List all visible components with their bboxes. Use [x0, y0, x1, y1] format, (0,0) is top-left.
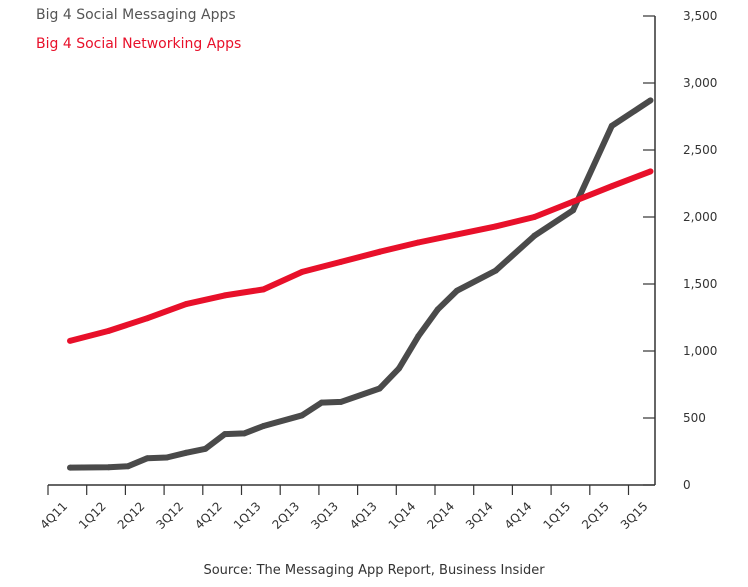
- data-point-networking: [337, 258, 344, 265]
- x-tick-label: 4Q11: [37, 499, 70, 532]
- data-point-messaging: [434, 306, 441, 313]
- x-tick-label: 4Q12: [192, 499, 225, 532]
- data-point-networking: [376, 248, 383, 255]
- data-point-messaging: [647, 97, 654, 104]
- data-point-messaging: [144, 455, 151, 462]
- x-tick-label: 2Q13: [270, 499, 303, 532]
- data-point-messaging: [183, 449, 190, 456]
- x-tick-label: 2Q12: [115, 499, 148, 532]
- data-point-messaging: [318, 399, 325, 406]
- y-tick-label: 3,500: [683, 9, 717, 23]
- x-tick-label: 3Q14: [463, 499, 496, 532]
- data-point-messaging: [492, 267, 499, 274]
- x-tick-label: 4Q14: [502, 499, 535, 532]
- x-tick-label: 3Q15: [618, 499, 651, 532]
- data-point-messaging: [608, 122, 615, 129]
- data-point-messaging: [221, 431, 228, 438]
- x-axis-ticks: 4Q11 1Q12 2Q12 3Q12 4Q12 1Q13 2Q13 3Q13 4Q13 1Q14…: [37, 485, 651, 532]
- series-line-messaging: [69, 97, 653, 471]
- x-tick-label: 2Q14: [424, 499, 457, 532]
- y-axis-ticks: 0 500 1,000 1,500 2,000 2,500 3,000 3,500: [643, 9, 717, 492]
- data-point-networking: [183, 301, 190, 308]
- data-point-messaging: [570, 207, 577, 214]
- data-point-networking: [105, 327, 112, 334]
- data-point-networking: [608, 183, 615, 190]
- data-point-messaging: [396, 365, 402, 372]
- data-point-networking: [67, 337, 73, 344]
- y-tick-label: 2,500: [683, 143, 717, 157]
- y-tick-label: 3,000: [683, 76, 717, 90]
- data-point-messaging: [260, 423, 267, 429]
- data-point-networking: [531, 214, 538, 220]
- data-point-networking: [647, 168, 654, 175]
- data-point-networking: [144, 315, 151, 322]
- data-point-messaging: [454, 287, 460, 294]
- x-tick-label: 4Q13: [347, 499, 380, 532]
- source-caption: Source: The Messaging App Report, Busine…: [203, 563, 545, 578]
- x-tick-label: 1Q14: [386, 499, 419, 532]
- series-line-networking: [69, 168, 652, 344]
- data-point-networking: [454, 231, 460, 238]
- x-tick-label: 1Q15: [540, 499, 573, 532]
- data-point-messaging: [241, 430, 248, 437]
- axes: [48, 16, 656, 486]
- data-point-messaging: [337, 398, 344, 405]
- x-tick-label: 1Q13: [231, 499, 264, 532]
- series-lines: [67, 97, 654, 471]
- y-tick-label: 1,000: [683, 344, 717, 358]
- data-point-networking: [415, 239, 422, 246]
- y-tick-label: 0: [683, 478, 691, 492]
- data-point-messaging: [299, 412, 306, 419]
- data-point-messaging: [125, 463, 132, 470]
- data-point-messaging: [105, 464, 112, 471]
- x-tick-label: 1Q12: [76, 499, 109, 532]
- data-point-messaging: [531, 232, 538, 239]
- data-point-networking: [299, 268, 306, 275]
- data-point-messaging: [163, 454, 170, 461]
- data-point-networking: [492, 223, 499, 230]
- x-tick-label: 2Q15: [579, 499, 612, 532]
- data-point-networking: [260, 286, 267, 293]
- data-point-messaging: [67, 464, 73, 471]
- y-tick-label: 2,000: [683, 210, 717, 224]
- data-point-messaging: [415, 333, 422, 340]
- y-tick-label: 1,500: [683, 277, 717, 291]
- legend-messaging: Big 4 Social Messaging Apps: [36, 7, 236, 23]
- data-point-networking: [221, 292, 228, 299]
- x-tick-label: 3Q12: [153, 499, 186, 532]
- data-point-messaging: [376, 385, 383, 392]
- data-point-networking: [570, 198, 577, 205]
- y-tick-label: 500: [683, 411, 706, 425]
- x-tick-label: 3Q13: [308, 499, 341, 532]
- legend-networking: Big 4 Social Networking Apps: [36, 36, 242, 52]
- data-point-messaging: [202, 445, 209, 452]
